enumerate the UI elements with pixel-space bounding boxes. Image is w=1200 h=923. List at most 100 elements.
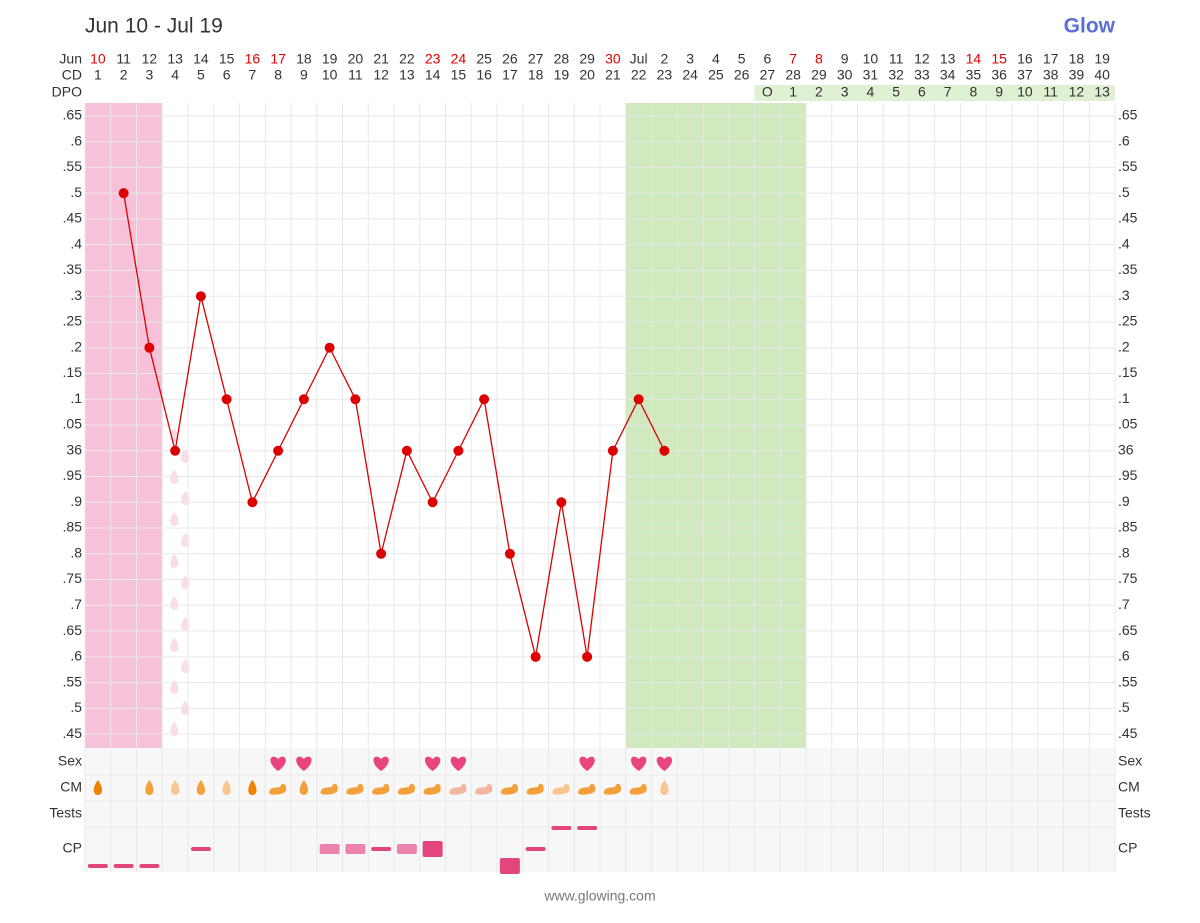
sex-heart [656, 756, 673, 771]
cm-blob [603, 783, 622, 795]
y-tick-label: .5 [70, 184, 82, 200]
y-tick-label-right: .55 [1118, 673, 1138, 689]
y-tick-label-right: .6 [1118, 648, 1130, 664]
cm-drop [196, 780, 206, 795]
y-tick-label: .1 [70, 390, 82, 406]
cd-label: 33 [914, 67, 930, 83]
cm-blob [346, 783, 364, 795]
dpo-value: 11 [1043, 84, 1058, 100]
y-tick-label: .45 [63, 210, 83, 226]
cd-label: 29 [811, 67, 827, 83]
cm-blob [449, 783, 467, 795]
cm-blob [423, 783, 441, 795]
cm-blob [526, 783, 544, 795]
date-label: 3 [686, 51, 694, 67]
cp-mark [113, 864, 134, 868]
spotting-drop [181, 491, 190, 505]
cp-mark [551, 826, 572, 830]
cd-label: 26 [734, 67, 750, 83]
cd-label: 24 [682, 67, 698, 83]
date-label: 18 [296, 51, 312, 67]
y-tick-label: .6 [70, 648, 82, 664]
date-label: 24 [451, 51, 467, 67]
y-tick-label-right: .5 [1118, 699, 1130, 715]
temperature-point [118, 188, 129, 199]
cd-label: 27 [760, 67, 776, 83]
temperature-point [582, 651, 593, 662]
y-tick-label: .35 [63, 261, 83, 277]
cp-mark [319, 844, 340, 854]
date-label: 26 [502, 51, 518, 67]
date-label: 19 [1094, 51, 1110, 67]
spotting-drop [181, 659, 190, 673]
y-tick-label: .3 [70, 287, 82, 303]
temperature-point [453, 445, 464, 456]
cp-mark [577, 826, 598, 830]
spotting-drop [170, 596, 179, 610]
period-band [85, 103, 163, 748]
cd-label: 8 [274, 67, 282, 83]
y-tick-label: .9 [70, 493, 82, 509]
cm-drop [222, 780, 231, 795]
cp-mark [422, 841, 443, 857]
y-tick-label-right: .65 [1118, 622, 1138, 638]
cm-blob [629, 783, 647, 795]
cm-blob [475, 783, 493, 795]
date-label: 6 [763, 51, 771, 67]
dpo-value: 7 [944, 84, 952, 100]
y-tick-label-right: .5 [1118, 184, 1130, 200]
cm-drop [145, 780, 154, 795]
sex-heart [450, 756, 467, 771]
date-label: 28 [554, 51, 570, 67]
y-tick-label-right: .4 [1118, 235, 1130, 251]
date-label: 4 [712, 51, 720, 67]
temperature-point [376, 548, 387, 559]
y-tick-label: .15 [63, 364, 83, 380]
spotting-drop [170, 554, 179, 568]
dpo-value: 8 [969, 84, 977, 100]
cd-label: 28 [785, 67, 801, 83]
y-tick-label-right: .55 [1118, 158, 1138, 174]
date-label: 13 [167, 51, 183, 67]
row-label-right: CP [1118, 840, 1137, 856]
cm-drop [248, 780, 257, 795]
spotting-drop [170, 638, 179, 652]
row-label-right: Sex [1118, 753, 1142, 769]
date-label: 13 [940, 51, 956, 67]
cd-label: 38 [1043, 67, 1059, 83]
temperature-point [298, 394, 309, 405]
sex-heart [270, 756, 286, 771]
date-label: 23 [425, 51, 441, 67]
temperature-point [556, 497, 567, 508]
dpo-value: 1 [789, 84, 797, 100]
temperature-point [659, 445, 670, 456]
date-label: 11 [889, 51, 904, 67]
dpo-value: 6 [918, 84, 926, 100]
y-tick-label: .65 [63, 622, 83, 638]
date-label: 12 [914, 51, 930, 67]
dpo-background [754, 85, 1115, 101]
date-label: 2 [660, 51, 668, 67]
date-label: 14 [193, 51, 209, 67]
y-tick-label-right: .75 [1118, 570, 1138, 586]
cd-label: 36 [991, 67, 1007, 83]
y-tick-label-right: .45 [1118, 725, 1138, 741]
dpo-value: 12 [1069, 84, 1085, 100]
cp-mark [525, 847, 546, 851]
cd-label: 32 [888, 67, 904, 83]
cd-label: 15 [451, 67, 467, 83]
row-label: CP [63, 840, 82, 856]
y-tick-label-right: .05 [1118, 416, 1138, 432]
y-tick-label-right: .2 [1118, 338, 1130, 354]
y-tick-label: 36 [66, 441, 82, 457]
date-label: 18 [1069, 51, 1085, 67]
date-label: 17 [270, 51, 286, 67]
date-label: 11 [116, 51, 131, 67]
temperature-point [633, 394, 644, 405]
y-tick-label: .45 [63, 725, 83, 741]
sex-heart [630, 756, 647, 771]
fertile-band [625, 103, 806, 748]
temperature-point [273, 445, 284, 456]
brand-logo: Glow [1064, 15, 1116, 38]
